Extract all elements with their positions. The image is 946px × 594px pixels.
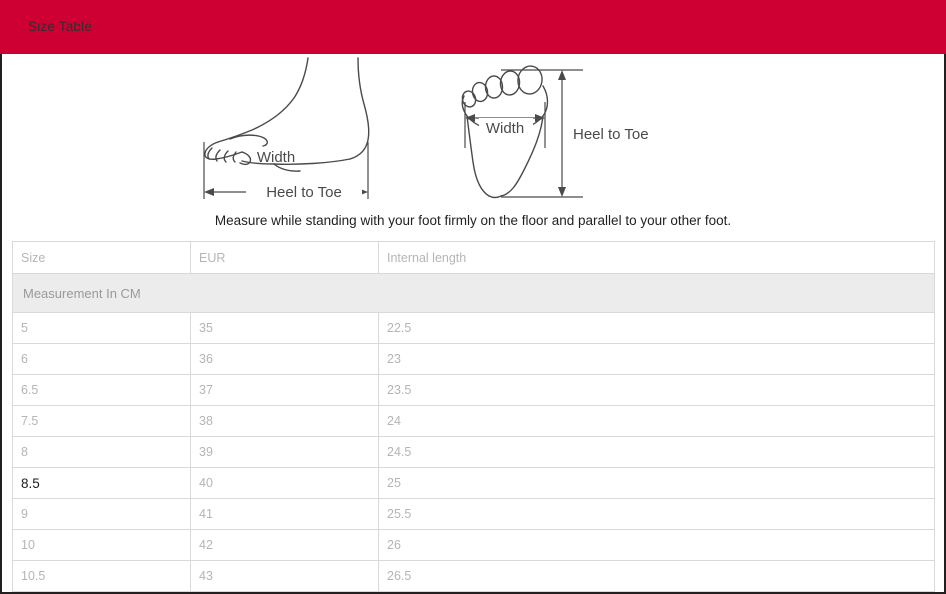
foot-side-profile-icon: Heel to Toe Width	[203, 57, 370, 201]
cell-internal-length: 22.5	[378, 312, 935, 344]
cell-eur: 41	[190, 498, 379, 530]
measurement-diagrams: Heel to Toe Width	[0, 54, 946, 210]
arrow-down-icon	[558, 187, 566, 197]
cell-size: 10.5	[12, 560, 191, 592]
cell-eur: 43	[190, 560, 379, 592]
column-header-eur: EUR	[190, 241, 379, 274]
cell-internal-length: 26	[378, 529, 935, 561]
cell-size: 9	[12, 498, 191, 530]
table-row: 6.5 37 23.5	[12, 374, 935, 406]
foot-sole-print-icon: Width Heel to Toe	[461, 65, 649, 199]
column-header-size: Size	[12, 241, 191, 274]
foot-side-profile-diagram: Heel to Toe Width	[190, 56, 410, 216]
arrow-right-icon	[535, 114, 545, 122]
cell-internal-length: 23.5	[378, 374, 935, 406]
table-row-selected: 8.5 40 25	[12, 467, 935, 499]
cell-internal-length: 24.5	[378, 436, 935, 468]
table-row: 10 42 26	[12, 529, 935, 561]
arrow-left-icon	[465, 114, 475, 122]
cell-internal-length: 25.5	[378, 498, 935, 530]
cell-size: 6.5	[12, 374, 191, 406]
cell-eur: 38	[190, 405, 379, 437]
cell-size: 8.5	[12, 467, 191, 499]
cell-size: 5	[12, 312, 191, 344]
cell-size: 6	[12, 343, 191, 375]
arrow-left-icon	[204, 188, 214, 196]
table-row: 7.5 38 24	[12, 405, 935, 437]
print-length-label: Heel to Toe	[573, 126, 649, 143]
column-header-internal-length: Internal length	[378, 241, 935, 274]
cell-internal-length: 23	[378, 343, 935, 375]
foot-sole-print-diagram: Width Heel to Toe	[455, 56, 660, 216]
cell-eur: 42	[190, 529, 379, 561]
table-row: 10.5 43 26.5	[12, 560, 935, 592]
measurement-unit-row: Measurement In CM	[12, 273, 935, 313]
page-title: Size Table	[28, 19, 93, 34]
size-chart-table: Size EUR Internal length Measurement In …	[12, 241, 935, 592]
table-row: 9 41 25.5	[12, 498, 935, 530]
arrow-up-icon	[558, 70, 566, 80]
table-head: Size EUR Internal length	[12, 241, 935, 274]
measuring-instruction: Measure while standing with your foot fi…	[214, 213, 732, 228]
cell-internal-length: 25	[378, 467, 935, 499]
cell-eur: 36	[190, 343, 379, 375]
cell-internal-length: 26.5	[378, 560, 935, 592]
cell-internal-length: 24	[378, 405, 935, 437]
cell-size: 7.5	[12, 405, 191, 437]
table-body: Measurement In CM 5 35 22.5 6 36 23 6.5 …	[12, 273, 935, 592]
table-row: 5 35 22.5	[12, 312, 935, 344]
table-header-row: Size EUR Internal length	[12, 241, 935, 274]
measurement-unit-label: Measurement In CM	[12, 273, 935, 313]
print-width-label: Width	[486, 120, 524, 137]
title-bar: Size Table	[0, 0, 946, 54]
cell-eur: 35	[190, 312, 379, 344]
side-width-label: Width	[257, 149, 295, 166]
cell-eur: 37	[190, 374, 379, 406]
table-row: 6 36 23	[12, 343, 935, 375]
cell-eur: 40	[190, 467, 379, 499]
cell-eur: 39	[190, 436, 379, 468]
side-length-label: Heel to Toe	[266, 184, 342, 201]
cell-size: 10	[12, 529, 191, 561]
cell-size: 8	[12, 436, 191, 468]
table-row: 8 39 24.5	[12, 436, 935, 468]
